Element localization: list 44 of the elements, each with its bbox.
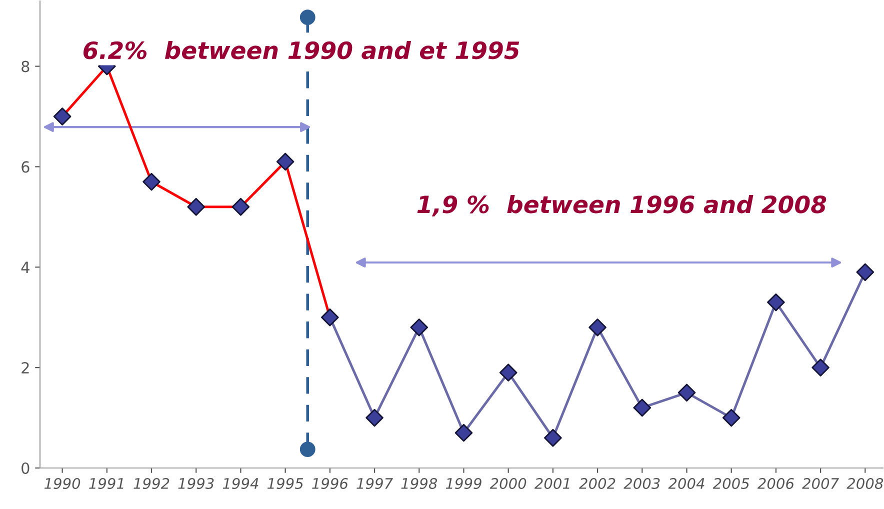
point xyxy=(544,428,562,447)
point xyxy=(722,408,740,427)
x-tick-label: 2007 xyxy=(802,478,839,490)
x-tick-label: 2006 xyxy=(757,478,794,490)
x-tick-label: 1990 xyxy=(44,478,80,490)
x-tick-label: 1996 xyxy=(312,478,348,490)
x-tick-label: 1992 xyxy=(134,478,170,490)
point xyxy=(142,172,160,191)
x-tick-label: 1999 xyxy=(446,478,482,490)
y-tick-label: 4 xyxy=(21,262,30,273)
y-tick-label: 6 xyxy=(22,161,30,173)
point xyxy=(767,293,785,312)
point xyxy=(276,152,294,171)
point xyxy=(321,308,339,326)
point xyxy=(410,318,428,336)
x-tick-label: 2001 xyxy=(534,478,570,490)
point xyxy=(187,198,206,216)
point xyxy=(678,384,696,402)
x-tick-label: 1994 xyxy=(222,478,258,490)
x-tick-label: 2000 xyxy=(490,478,526,490)
x-tick-label: 2002 xyxy=(579,478,616,490)
point xyxy=(53,108,72,126)
annotation: 6.2% between 1990 and et 1995 xyxy=(83,40,520,60)
point xyxy=(856,263,874,282)
y-tick-label: 8 xyxy=(22,60,30,72)
x-tick-label: 2008 xyxy=(846,478,884,490)
point xyxy=(454,424,473,442)
y-tick-label: 0 xyxy=(22,462,30,474)
point xyxy=(366,408,384,427)
y-tick-label: 2 xyxy=(22,362,29,374)
point xyxy=(633,398,652,417)
x-tick-label: 1997 xyxy=(356,478,393,490)
x-tick-label: 1995 xyxy=(267,478,304,490)
point xyxy=(499,364,518,382)
x-tick-label: 2005 xyxy=(712,478,750,490)
point xyxy=(812,358,830,376)
x-tick-label: 1993 xyxy=(178,478,214,490)
x-tick-label: 2003 xyxy=(624,478,660,490)
x-tick-label: 1991 xyxy=(89,478,124,490)
annotation: 1,9 % between 1996 and 2008 xyxy=(417,195,826,216)
point xyxy=(232,198,250,216)
x-tick-label: 2004 xyxy=(668,478,704,490)
point xyxy=(588,318,606,336)
x-tick-label: 1998 xyxy=(401,478,438,490)
